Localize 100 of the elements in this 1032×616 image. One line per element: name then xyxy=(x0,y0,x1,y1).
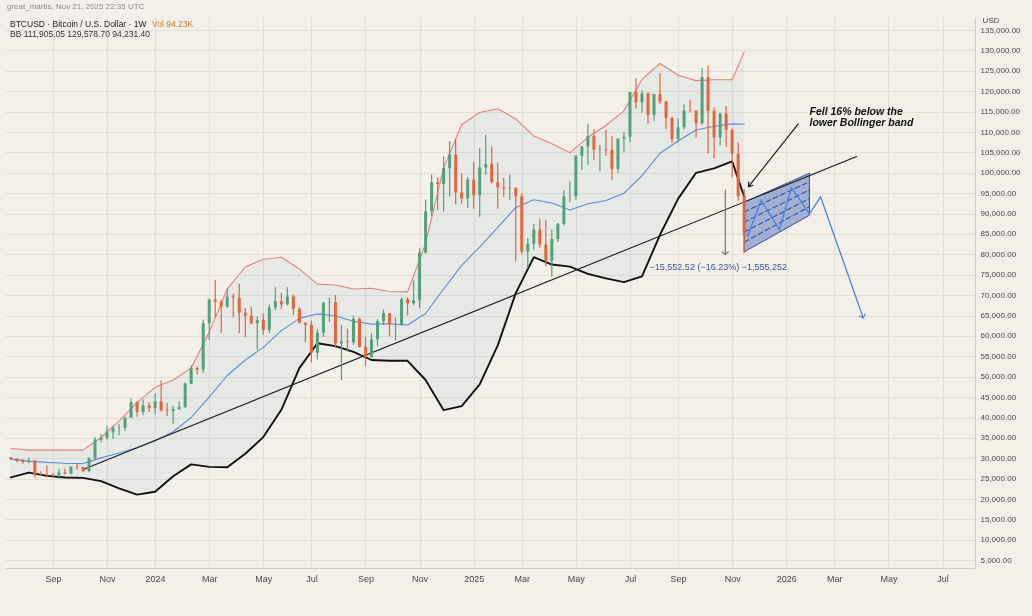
candlestick xyxy=(652,93,656,122)
x-tick-label: Mar xyxy=(201,573,218,584)
candlestick xyxy=(634,77,638,110)
candlestick xyxy=(159,379,163,412)
y-tick-label: 110,000.00 xyxy=(980,127,1021,137)
candlestick xyxy=(730,128,734,178)
candlestick xyxy=(490,145,494,184)
candlestick xyxy=(718,112,722,147)
candlestick xyxy=(105,425,109,441)
y-tick-label: 135,000.00 xyxy=(980,25,1022,35)
x-tick-label: May xyxy=(567,573,586,584)
x-tick-label: Nov xyxy=(412,573,429,584)
candlestick xyxy=(610,135,614,181)
candlestick xyxy=(207,297,211,341)
y-tick-label: 40,000.00 xyxy=(980,413,1017,422)
y-tick-label: 25,000.00 xyxy=(980,474,1017,484)
y-tick-label: 15,000.00 xyxy=(980,514,1017,524)
candlestick xyxy=(592,128,596,161)
x-tick-label: 2024 xyxy=(145,573,166,584)
x-tick-label: 2025 xyxy=(464,573,485,584)
candlestick xyxy=(267,303,271,334)
y-tick-label: 80,000.00 xyxy=(980,249,1017,259)
annotation: −15,552.52 (−16.23%) −1,555,252 xyxy=(649,262,787,273)
y-tick-label: 35,000.00 xyxy=(980,433,1017,443)
candlestick xyxy=(382,308,386,326)
candlestick xyxy=(598,144,602,172)
candlestick xyxy=(351,314,355,346)
candlestick xyxy=(357,316,361,348)
candlestick xyxy=(93,436,97,460)
candlestick xyxy=(243,307,247,338)
candlestick xyxy=(165,402,169,417)
y-tick-label: 70,000.00 xyxy=(980,290,1017,300)
candlestick xyxy=(640,89,644,114)
y-tick-label: 5,000.00 xyxy=(980,555,1013,565)
y-tick-label: 120,000.00 xyxy=(980,86,1022,96)
candlestick xyxy=(544,219,548,267)
annotation: Fell 16% below the lower Bollinger band xyxy=(809,104,914,129)
candlestick xyxy=(45,465,49,478)
candlestick xyxy=(460,172,464,204)
annotation: BB 111,905.05 129,578.70 94,231.40 xyxy=(10,29,151,39)
candlestick xyxy=(646,91,650,125)
candlestick xyxy=(111,425,115,440)
candlestick xyxy=(345,327,349,353)
candlestick xyxy=(556,222,560,243)
candlestick xyxy=(406,296,410,316)
candlestick xyxy=(622,131,626,153)
x-tick-label: Mar xyxy=(514,573,531,584)
y-tick-label: 105,000.00 xyxy=(980,147,1022,157)
y-tick-label: 10,000.00 xyxy=(980,535,1017,545)
candlestick xyxy=(676,117,680,144)
candlestick xyxy=(724,105,728,148)
candlestick xyxy=(484,134,488,176)
x-tick-label: Mar xyxy=(827,573,843,584)
candlestick xyxy=(363,336,367,367)
candlestick xyxy=(694,109,698,139)
candlestick xyxy=(171,405,175,425)
candlestick xyxy=(327,297,331,323)
candlestick xyxy=(526,237,530,269)
x-tick-label: Jul xyxy=(306,573,318,584)
candlestick xyxy=(273,286,277,311)
candlestick xyxy=(604,128,608,157)
candlestick xyxy=(315,328,319,360)
y-tick-label: 100,000.00 xyxy=(980,168,1022,178)
x-tick-label: Jul xyxy=(937,573,949,584)
y-tick-label: 45,000.00 xyxy=(980,392,1017,402)
y-tick-label: 85,000.00 xyxy=(980,229,1017,239)
candlestick xyxy=(370,332,373,359)
candlestick xyxy=(147,401,151,413)
candlestick xyxy=(394,316,398,342)
candlestick xyxy=(57,468,61,480)
candlestick xyxy=(472,161,476,210)
candlestick xyxy=(219,298,223,334)
chart-title: BTCUSD · Bitcoin / U.S. Dollar · 1W xyxy=(10,19,147,29)
text: great_martis, Nov 21, 2025 22:35 UTC xyxy=(7,2,145,11)
y-tick-label: 115,000.00 xyxy=(980,107,1021,117)
y-tick-label: 60,000.00 xyxy=(980,331,1017,341)
candlestick xyxy=(670,115,674,144)
candlestick xyxy=(99,433,103,443)
x-tick-label: May xyxy=(880,573,898,584)
candlestick xyxy=(466,176,470,209)
candlestick xyxy=(550,228,554,278)
y-tick-label: 65,000.00 xyxy=(980,311,1017,321)
y-tick-label: 75,000.00 xyxy=(980,270,1017,280)
candlestick xyxy=(448,140,452,198)
x-tick-label: Sep xyxy=(670,573,687,584)
y-tick-label: 30,000.00 xyxy=(980,453,1017,463)
candlestick xyxy=(183,381,187,409)
candlestick xyxy=(261,312,265,336)
candlestick xyxy=(225,287,229,309)
candlestick xyxy=(682,103,686,131)
y-tick-label: 20,000.00 xyxy=(980,494,1017,504)
annotation: Vol 94.23K xyxy=(152,19,194,29)
y-tick-label: 125,000.00 xyxy=(980,66,1022,76)
candlestick xyxy=(153,392,157,416)
y-tick-label: 90,000.00 xyxy=(980,209,1017,219)
x-tick-label: 2026 xyxy=(776,573,797,584)
candlestick xyxy=(376,318,380,347)
y-axis-title: USD xyxy=(982,15,1000,25)
candlestick xyxy=(664,100,668,130)
candlestick xyxy=(532,223,536,251)
